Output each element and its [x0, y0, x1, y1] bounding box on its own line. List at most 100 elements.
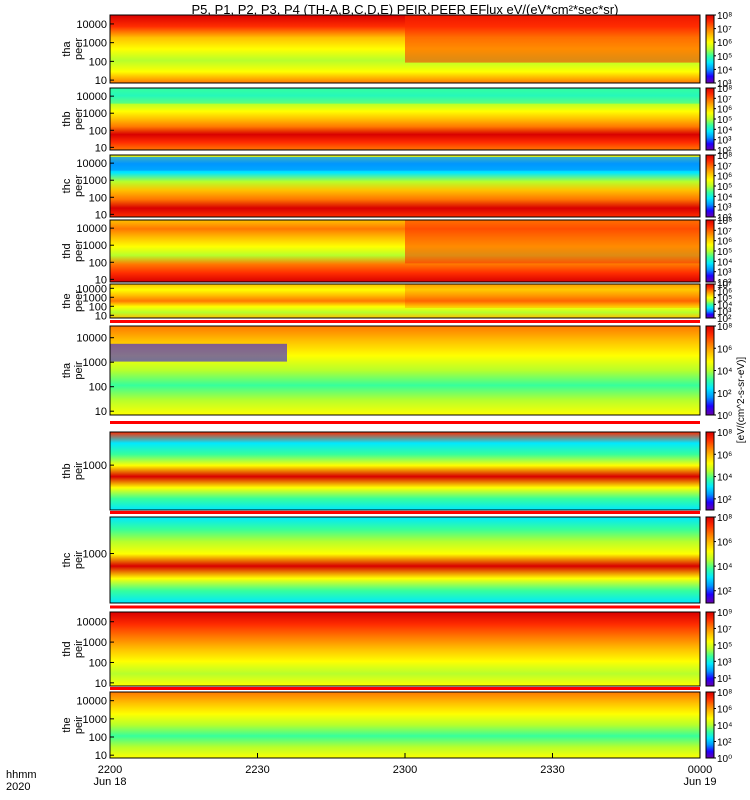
spectrogram-feature [110, 343, 287, 362]
x-tick-label: 2300 [393, 764, 417, 776]
colorbar-tick-label: 10⁴ [717, 721, 732, 732]
y-tick-label: 10000 [76, 696, 107, 708]
colorbar-tick-label: 10² [717, 278, 732, 289]
panel-thc-peer: 10000100010010thcpeer10⁸10⁷10⁶10⁵10⁴10³1… [61, 151, 732, 224]
year-label: 2020 [6, 781, 31, 793]
colorbar-tick-label: 10⁷ [717, 226, 732, 237]
colorbar-tick-label: 10⁶ [717, 38, 732, 49]
separator-line [110, 511, 700, 514]
y-tick-label: 10000 [76, 283, 107, 295]
panel-thb-peer: 10000 1000 100 10 thbpeer 10⁸10⁷10⁶10⁵10⁴10³1… [61, 84, 732, 157]
colorbar-tick-label: 10³ [717, 307, 732, 318]
y-tick-label: 1000 [83, 714, 107, 726]
separator-line [110, 320, 700, 323]
y-tick-label: 10000 [76, 333, 107, 345]
colorbar [705, 611, 715, 687]
colorbar-tick-label: 10² [717, 314, 732, 325]
y-tick-label: 1000 [83, 38, 107, 50]
colorbar-tick-label: 10⁷ [717, 624, 732, 635]
colorbar-tick-label: 10² [717, 389, 732, 400]
colorbar-tick-label: 10⁸ [717, 84, 732, 95]
y-tick-label: 10000 [76, 617, 107, 629]
panel-frame [109, 283, 701, 319]
colorbar-tick-label: 10² [717, 146, 732, 157]
x-tick-label: 0000 [688, 764, 712, 776]
panel-ylabel: thapeir [61, 361, 85, 380]
panel-frame [109, 325, 701, 416]
spectrogram-feature [110, 90, 700, 104]
colorbar-unit-label: [eV/(cm^2-s-sr-eV)] [736, 357, 747, 444]
x-date-label: Jun 18 [93, 776, 126, 788]
panel-ylabel: thdpeer [61, 240, 85, 262]
y-tick-label: 1000 [83, 637, 107, 649]
colorbar [705, 154, 715, 218]
spectrogram-feature [110, 157, 700, 171]
colorbar [705, 283, 715, 319]
spectrogram [110, 284, 700, 318]
spectrogram [110, 692, 700, 758]
colorbar [705, 14, 715, 84]
panel-ylabel: thapeer [61, 38, 85, 60]
panel-tha-peir: 10000 1000 100 10 thapeir 10⁸ 10⁶ 10⁴ 10² 10⁰ [61, 322, 732, 422]
colorbar-tick-label: 10² [717, 495, 732, 506]
colorbar-tick-label: 10³ [717, 268, 732, 279]
colorbar-tick-label: 10⁴ [717, 257, 732, 268]
colorbar-tick-label: 10⁵ [717, 52, 732, 63]
panel-tha-peer: 10000 1000 100 10 thapeer 10⁸ 10⁷ 10⁶ 10⁵ 10⁴ 10³ [61, 11, 732, 90]
y-tick-label: 100 [89, 257, 107, 269]
colorbar-tick-label: 10² [717, 587, 732, 598]
figure-title: P5, P1, P2, P3, P4 (TH-A,B,C,D,E) PEIR,P… [191, 2, 619, 17]
colorbar-tick-label: 10⁵ [717, 641, 732, 652]
colorbar [705, 431, 715, 511]
y-tick-label: 10000 [76, 223, 107, 235]
separator-line [110, 687, 700, 690]
spectrogram [110, 612, 700, 686]
colorbar-tick-label: 10⁶ [717, 237, 732, 248]
colorbar-tick-label: 10³ [717, 657, 732, 668]
panel-frame [109, 154, 701, 218]
y-tick-label: 1000 [83, 108, 107, 120]
colorbar-tick-label: 10⁴ [717, 562, 732, 573]
colorbar-tick-label: 10⁰ [717, 754, 732, 765]
colorbar [705, 87, 715, 151]
spectrogram-feature [405, 15, 700, 63]
spectrogram [110, 432, 700, 510]
y-tick-label: 1000 [83, 460, 107, 472]
colorbar-tick-label: 10³ [717, 136, 732, 147]
panel-the-peir: 10000 1000 100 10 thepeir 10⁸ 10⁶ 10⁴ 10² 10⁰ [61, 688, 732, 765]
colorbar-tick-label: 10⁷ [717, 94, 732, 105]
colorbar-tick-label: 10⁶ [717, 705, 732, 716]
panel-ylabel: thdpeir [61, 639, 85, 658]
panel-frame [109, 87, 701, 151]
colorbar-tick-label: 10⁴ [717, 65, 732, 76]
colorbar-tick-label: 10⁷ [717, 25, 732, 36]
y-tick-label: 100 [89, 192, 107, 204]
colorbar-tick-label: 10³ [717, 203, 732, 214]
colorbar-tick-label: 10⁸ [717, 151, 732, 162]
colorbar-tick-label: 10⁸ [717, 216, 732, 227]
colorbar-tick-label: 10² [717, 738, 732, 749]
panel-stack: 10000100010010thapeer10⁸10⁷10⁶10⁵10⁴10³1… [61, 11, 732, 765]
colorbar-tick-label: 10⁶ [717, 344, 732, 355]
colorbar-tick-label: 10⁷ [717, 280, 732, 291]
panel-ylabel: thepeer [61, 290, 85, 312]
y-tick-label: 100 [89, 382, 107, 394]
colorbar-tick-label: 10⁶ [717, 538, 732, 549]
colorbar-tick-label: 10⁶ [717, 172, 732, 183]
colorbar-tick-label: 10⁴ [717, 473, 732, 484]
x-tick-label: 2200 [98, 764, 122, 776]
y-tick-label: 10000 [76, 158, 107, 170]
separator-line [110, 605, 700, 609]
colorbar-tick-label: 10⁸ [717, 513, 732, 524]
y-tick-label: 100 [89, 125, 107, 137]
colorbar-tick-label: 10⁴ [717, 192, 732, 203]
y-tick-label: 10000 [76, 19, 107, 31]
colorbar-tick-label: 10⁵ [717, 294, 732, 305]
y-tick-label: 10 [95, 750, 107, 762]
panel-thd-peir: 10000 1000 100 10 thdpeir 10⁹ 10⁷ 10⁵ 10³ 10¹ [61, 608, 732, 690]
y-tick-label: 10 [95, 142, 107, 154]
colorbar-tick-label: 10⁰ [717, 411, 732, 422]
colorbar [705, 691, 715, 759]
